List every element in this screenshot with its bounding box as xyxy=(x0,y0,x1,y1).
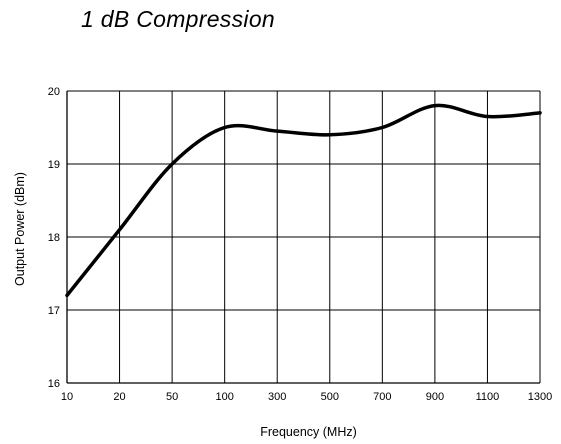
x-tick-label-100: 100 xyxy=(215,391,233,403)
x-tick-label-500: 500 xyxy=(321,391,339,403)
series-line-0 xyxy=(65,103,542,298)
tick-labels: 10 20 50 100 300 500 700 900 1100 1300 16 17 18 19 20 xyxy=(48,86,552,403)
x-tick-label-10: 10 xyxy=(61,391,73,403)
axes xyxy=(66,91,540,384)
x-tick-label-20: 20 xyxy=(113,391,125,403)
x-tick-label-1100: 1100 xyxy=(476,391,500,403)
x-tick-label-300: 300 xyxy=(268,391,286,403)
y-tick-label-16: 16 xyxy=(48,378,60,390)
y-tick-label-20: 20 xyxy=(48,86,60,98)
series xyxy=(65,103,542,298)
grid xyxy=(67,90,541,383)
y-axis-label: Output Power (dBm) xyxy=(13,172,27,286)
x-tick-label-700: 700 xyxy=(373,391,391,403)
x-axis-label: Frequency (MHz) xyxy=(260,425,357,439)
x-tick-label-50: 50 xyxy=(166,391,178,403)
y-tick-label-19: 19 xyxy=(48,159,60,171)
y-tick-label-18: 18 xyxy=(48,232,60,244)
x-tick-label-1300: 1300 xyxy=(528,391,552,403)
x-tick-label-900: 900 xyxy=(426,391,444,403)
y-tick-label-17: 17 xyxy=(48,305,60,317)
chart-title: 1 dB Compression xyxy=(81,6,275,32)
